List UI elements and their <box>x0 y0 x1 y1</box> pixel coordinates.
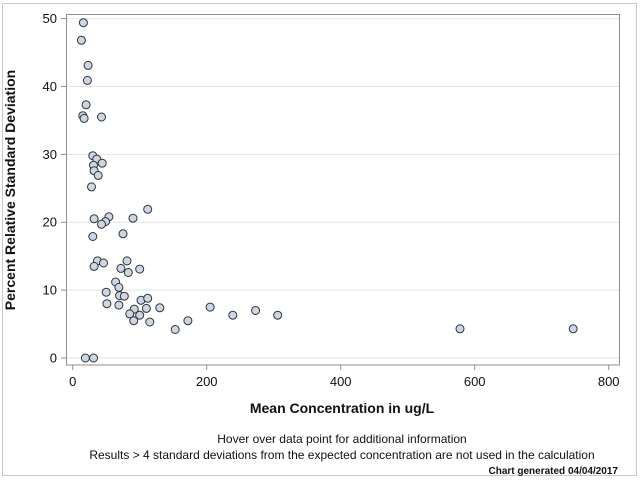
x-tick-label: 200 <box>196 374 218 389</box>
data-point[interactable] <box>141 303 151 313</box>
y-tick-label: 40 <box>43 79 57 94</box>
data-point[interactable] <box>93 170 103 180</box>
y-tick-label: 50 <box>43 11 57 26</box>
data-point[interactable] <box>251 306 261 315</box>
data-point[interactable] <box>122 256 132 266</box>
data-point[interactable] <box>97 219 106 229</box>
data-point[interactable] <box>135 310 145 320</box>
data-point[interactable] <box>81 100 91 110</box>
y-tick-label: 10 <box>43 283 57 298</box>
data-point[interactable] <box>97 112 106 122</box>
data-point[interactable] <box>155 303 165 313</box>
data-point[interactable] <box>83 60 93 70</box>
data-point[interactable] <box>114 300 124 310</box>
data-point[interactable] <box>99 258 108 268</box>
footnote-hover: Hover over data point for additional inf… <box>217 432 466 446</box>
data-point[interactable] <box>89 261 99 271</box>
plot-frame <box>66 14 620 366</box>
data-point[interactable] <box>455 324 465 334</box>
data-point[interactable] <box>87 182 96 192</box>
footnote-generated: Chart generated 04/04/2017 <box>488 466 618 477</box>
data-point[interactable] <box>123 268 133 277</box>
y-tick-label: 0 <box>50 351 57 366</box>
data-point[interactable] <box>80 353 90 363</box>
x-tick-label: 600 <box>464 374 486 389</box>
gridlines <box>66 18 619 359</box>
x-tick-label: 0 <box>69 374 76 389</box>
data-point[interactable] <box>228 310 238 320</box>
data-point[interactable] <box>128 213 138 223</box>
data-points <box>76 18 578 363</box>
data-point[interactable] <box>116 263 126 273</box>
tick-labels: 0 10 20 30 40 50 0 200 400 600 800 <box>43 11 620 389</box>
data-point[interactable] <box>135 264 145 274</box>
data-point[interactable] <box>89 353 98 363</box>
data-point[interactable] <box>114 282 124 292</box>
data-point[interactable] <box>76 35 86 45</box>
x-tick-label: 800 <box>598 374 620 389</box>
data-point[interactable] <box>82 75 92 85</box>
footnote-exclusion: Results > 4 standard deviations from the… <box>89 448 594 462</box>
data-point[interactable] <box>143 204 153 214</box>
data-point[interactable] <box>145 317 155 327</box>
figure-border <box>2 3 637 476</box>
data-point[interactable] <box>125 309 135 319</box>
data-point[interactable] <box>102 299 112 309</box>
data-point[interactable] <box>183 316 193 326</box>
data-point[interactable] <box>78 18 88 28</box>
axis-ticks <box>61 18 610 370</box>
data-point[interactable] <box>89 214 99 224</box>
data-point[interactable] <box>170 325 180 334</box>
data-point[interactable] <box>129 316 139 326</box>
data-point[interactable] <box>273 310 283 320</box>
data-point[interactable] <box>205 302 215 312</box>
x-tick-label: 400 <box>330 374 352 389</box>
data-point[interactable] <box>118 229 128 239</box>
data-point[interactable] <box>101 287 111 297</box>
data-point[interactable] <box>97 158 107 168</box>
y-tick-label: 20 <box>43 215 57 230</box>
data-point[interactable] <box>88 232 98 241</box>
y-axis-title: Percent Relative Standard Deviation <box>2 70 18 310</box>
data-point[interactable] <box>143 293 153 303</box>
data-point[interactable] <box>568 324 578 334</box>
data-point[interactable] <box>119 291 129 301</box>
data-point[interactable] <box>79 113 89 123</box>
y-tick-label: 30 <box>43 147 57 162</box>
x-axis-title: Mean Concentration in ug/L <box>250 400 435 416</box>
